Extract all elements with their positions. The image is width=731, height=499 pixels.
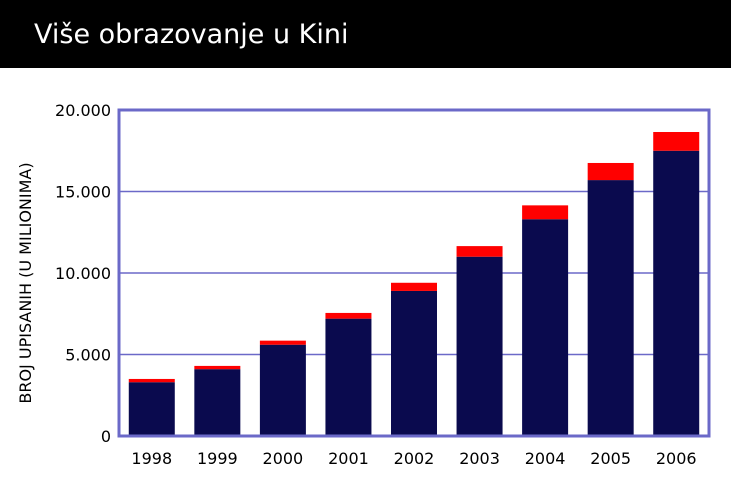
bar-segment-top bbox=[391, 282, 437, 291]
x-tick-label: 1998 bbox=[131, 449, 172, 468]
y-tick-label: 15.000 bbox=[55, 183, 111, 202]
plot-frame bbox=[117, 108, 711, 438]
y-tick-label: 10.000 bbox=[55, 264, 111, 283]
bar-segment-base bbox=[522, 219, 569, 436]
bar-segment-base bbox=[391, 290, 437, 436]
page-title: Više obrazovanje u Kini bbox=[34, 19, 349, 50]
bars bbox=[128, 132, 700, 436]
bar-segment-top bbox=[456, 246, 503, 257]
bar-segment-top bbox=[194, 365, 241, 370]
bar-segment-base bbox=[325, 318, 372, 436]
bar-segment-top bbox=[522, 205, 569, 220]
bar-segment-base bbox=[128, 382, 175, 436]
y-tick-label: 0 bbox=[101, 427, 111, 446]
bar-segment-base bbox=[653, 150, 700, 436]
x-axis-ticks: 1998 1999 2000 2001 2002 2003 2004 2005 2006 bbox=[131, 449, 696, 468]
chart: 0 5.000 10.000 15.000 20.000 1998 1999 2000 200… bbox=[16, 101, 711, 468]
x-tick-label: 2003 bbox=[459, 449, 500, 468]
bar-segment-top bbox=[128, 378, 175, 383]
x-tick-label: 2004 bbox=[525, 449, 566, 468]
y-axis-title: BROJ UPISANIH (U MILIONIMA) bbox=[16, 162, 35, 403]
bar-segment-base bbox=[194, 369, 241, 436]
bar-segment-top bbox=[325, 312, 372, 319]
bar-segment-top bbox=[653, 132, 700, 151]
x-tick-label: 2006 bbox=[656, 449, 697, 468]
y-tick-label: 5.000 bbox=[65, 346, 111, 365]
x-tick-label: 2005 bbox=[590, 449, 631, 468]
bar-segment-base bbox=[259, 344, 306, 436]
bar-segment-top bbox=[259, 340, 306, 345]
plot-border bbox=[117, 108, 711, 438]
y-axis-ticks: 0 5.000 10.000 15.000 20.000 bbox=[55, 101, 111, 446]
bar-segment-base bbox=[587, 180, 634, 436]
x-tick-label: 1999 bbox=[197, 449, 238, 468]
bar-segment-top bbox=[587, 162, 634, 181]
bar-segment-base bbox=[456, 256, 503, 436]
x-tick-label: 2001 bbox=[328, 449, 369, 468]
x-tick-label: 2002 bbox=[394, 449, 435, 468]
y-tick-label: 20.000 bbox=[55, 101, 111, 120]
x-tick-label: 2000 bbox=[263, 449, 304, 468]
title-bar: Više obrazovanje u Kini bbox=[0, 0, 731, 68]
